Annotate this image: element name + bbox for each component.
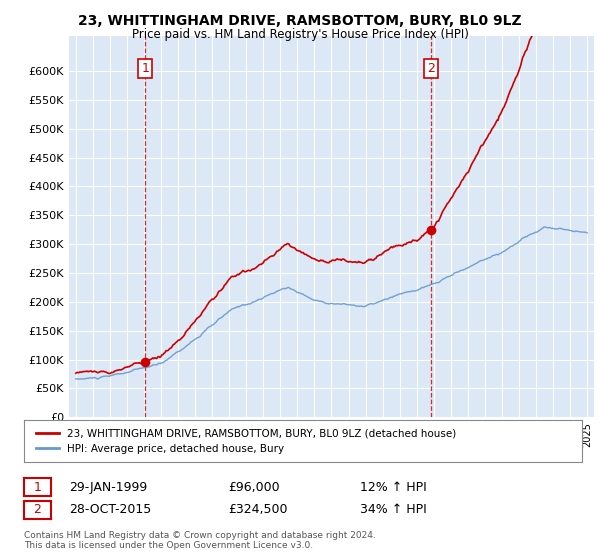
Text: 2: 2 (34, 503, 41, 516)
Text: 23, WHITTINGHAM DRIVE, RAMSBOTTOM, BURY, BL0 9LZ: 23, WHITTINGHAM DRIVE, RAMSBOTTOM, BURY,… (78, 14, 522, 28)
Text: 1: 1 (34, 480, 41, 494)
Text: 28-OCT-2015: 28-OCT-2015 (69, 503, 151, 516)
Text: 29-JAN-1999: 29-JAN-1999 (69, 480, 147, 494)
Text: £324,500: £324,500 (228, 503, 287, 516)
Text: 34% ↑ HPI: 34% ↑ HPI (360, 503, 427, 516)
Text: 1: 1 (142, 62, 149, 75)
Legend: 23, WHITTINGHAM DRIVE, RAMSBOTTOM, BURY, BL0 9LZ (detached house), HPI: Average : 23, WHITTINGHAM DRIVE, RAMSBOTTOM, BURY,… (32, 424, 461, 458)
Text: 2: 2 (427, 62, 435, 75)
Text: 12% ↑ HPI: 12% ↑ HPI (360, 480, 427, 494)
Text: £96,000: £96,000 (228, 480, 280, 494)
Text: Price paid vs. HM Land Registry's House Price Index (HPI): Price paid vs. HM Land Registry's House … (131, 28, 469, 41)
Text: Contains HM Land Registry data © Crown copyright and database right 2024.
This d: Contains HM Land Registry data © Crown c… (24, 531, 376, 550)
